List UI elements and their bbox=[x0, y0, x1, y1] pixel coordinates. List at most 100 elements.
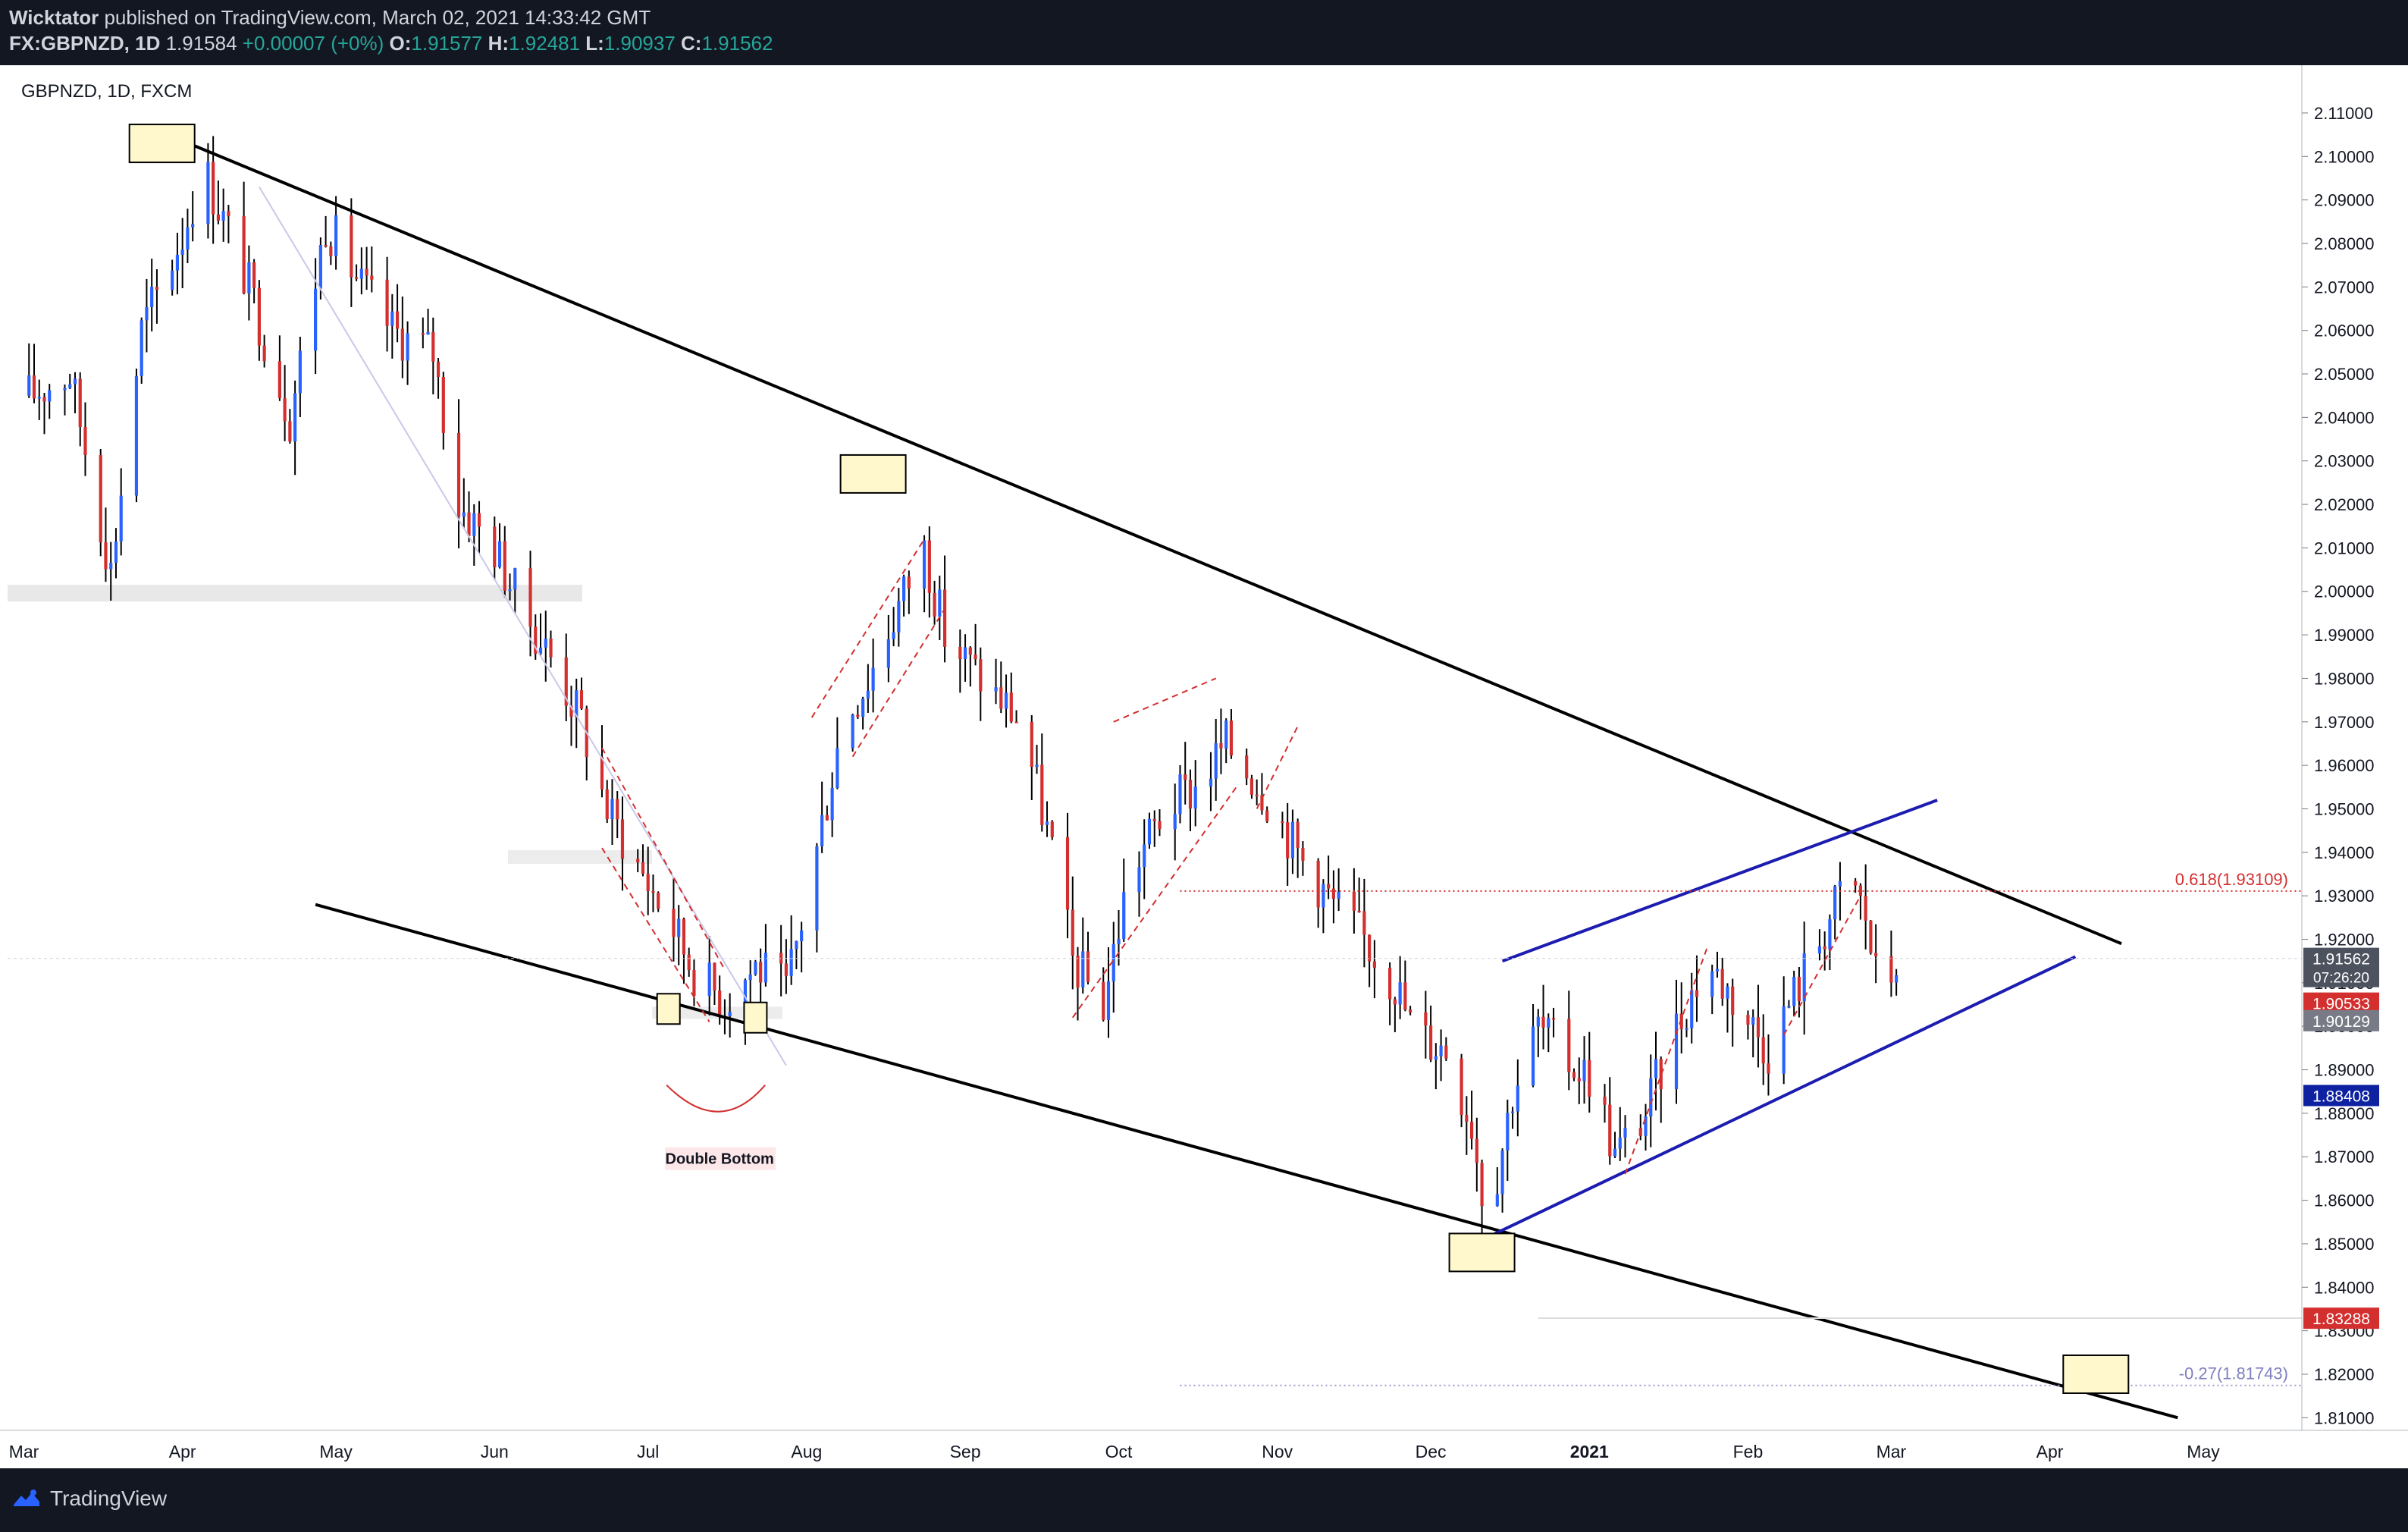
candle bbox=[1746, 1010, 1750, 1040]
candle-body bbox=[1398, 982, 1402, 1005]
time-tick-label: Apr bbox=[2036, 1442, 2064, 1461]
candle-body bbox=[186, 227, 190, 250]
candle bbox=[825, 805, 829, 821]
candle bbox=[1823, 931, 1826, 971]
candle bbox=[1828, 914, 1832, 971]
candle-body bbox=[968, 647, 972, 655]
candle-body bbox=[1577, 1078, 1581, 1082]
candle-body bbox=[83, 426, 87, 455]
candle-body bbox=[109, 563, 113, 570]
candle-body bbox=[800, 930, 804, 941]
candle-body bbox=[718, 990, 722, 1016]
candle-body bbox=[1588, 1060, 1591, 1097]
candle-body bbox=[538, 647, 543, 654]
candle-body bbox=[324, 245, 328, 247]
chart-area[interactable]: 0.618(1.93109) -0.27(1.81743) Double Botto… bbox=[0, 65, 2408, 1468]
candle bbox=[1102, 967, 1105, 1022]
candle bbox=[1439, 1029, 1443, 1082]
high-value: 1.92481 bbox=[509, 32, 581, 55]
candle bbox=[395, 284, 400, 343]
publish-info: Wicktator published on TradingView.com, … bbox=[9, 6, 651, 30]
candle bbox=[999, 661, 1003, 714]
price-badge-value: 1.90533 bbox=[2312, 996, 2370, 1013]
candle-body bbox=[1035, 764, 1039, 768]
candle bbox=[585, 705, 588, 781]
candle-body bbox=[171, 270, 174, 290]
price-chart[interactable]: 0.618(1.93109) -0.27(1.81743) Double Botto… bbox=[0, 65, 2408, 1468]
candle-body bbox=[549, 639, 553, 658]
candle bbox=[1434, 1043, 1438, 1090]
candle bbox=[1761, 1014, 1765, 1085]
candle-body bbox=[1337, 891, 1340, 899]
candle-body bbox=[1245, 755, 1249, 779]
candle-body bbox=[1547, 1018, 1550, 1028]
candle-body bbox=[421, 333, 425, 335]
tradingview-logo[interactable]: TradingView bbox=[11, 1486, 167, 1511]
candle bbox=[334, 196, 338, 270]
candle bbox=[171, 259, 174, 296]
candle-body bbox=[1296, 821, 1300, 849]
candle-body bbox=[1889, 956, 1893, 983]
candle bbox=[687, 947, 691, 977]
candle-body bbox=[1184, 774, 1187, 780]
candle bbox=[1076, 947, 1080, 1021]
candle bbox=[73, 372, 77, 413]
time-tick-label: Mar bbox=[9, 1442, 39, 1461]
publisher-name[interactable]: Wicktator bbox=[9, 6, 99, 29]
candle-body bbox=[600, 757, 604, 790]
candle bbox=[257, 280, 261, 361]
candle-body bbox=[1674, 1013, 1679, 1090]
candle bbox=[288, 409, 292, 444]
candle bbox=[1040, 733, 1044, 832]
candle-body bbox=[1654, 1059, 1658, 1078]
candle-body bbox=[1014, 721, 1018, 724]
candle-body bbox=[262, 345, 266, 362]
candle bbox=[641, 844, 645, 877]
candle-body bbox=[1040, 764, 1044, 825]
candle-body bbox=[1193, 786, 1197, 809]
price-tick-label: 1.85000 bbox=[2314, 1235, 2375, 1254]
candle bbox=[441, 372, 445, 450]
candle bbox=[820, 781, 824, 853]
candle-body bbox=[42, 397, 46, 402]
time-tick-label: Nov bbox=[1262, 1442, 1293, 1461]
candle-body bbox=[1209, 778, 1213, 787]
candle bbox=[1398, 956, 1402, 1019]
candle-body bbox=[1649, 1078, 1653, 1117]
candle-body bbox=[1403, 982, 1407, 1010]
candle-body bbox=[1112, 943, 1115, 981]
pattern-line bbox=[1256, 726, 1299, 809]
candle-body bbox=[32, 375, 36, 399]
fib-label: 0.618(1.93109) bbox=[2175, 870, 2288, 889]
symbol-name[interactable]: FX:GBPNZD, 1D bbox=[9, 32, 161, 55]
candle bbox=[293, 380, 297, 476]
candle-body bbox=[1137, 867, 1141, 893]
candle bbox=[104, 507, 108, 582]
time-tick-label: Jun bbox=[481, 1442, 509, 1461]
candle-body bbox=[257, 287, 261, 346]
candle bbox=[262, 334, 266, 368]
candle-body bbox=[1751, 1017, 1755, 1025]
candle bbox=[1510, 1107, 1515, 1129]
candle bbox=[979, 647, 983, 721]
low-value: 1.90937 bbox=[604, 32, 676, 55]
candle-body bbox=[1352, 891, 1356, 911]
candle bbox=[180, 218, 184, 288]
candle bbox=[784, 939, 788, 994]
price-change: +0.00007 (+0%) bbox=[242, 32, 384, 55]
candle-body bbox=[477, 513, 481, 527]
close-label: C: bbox=[681, 32, 702, 55]
candle bbox=[365, 246, 368, 290]
high-label: H: bbox=[488, 32, 510, 55]
candle-body bbox=[406, 333, 409, 361]
highlight-box bbox=[743, 1001, 768, 1034]
candle-body bbox=[1045, 821, 1049, 825]
candle bbox=[493, 516, 497, 580]
candle-body bbox=[1582, 1060, 1586, 1082]
candle-body bbox=[646, 874, 650, 891]
candle-body bbox=[1480, 1163, 1484, 1207]
candle bbox=[564, 633, 568, 721]
candle bbox=[1444, 1037, 1448, 1061]
candle-body bbox=[1301, 848, 1305, 861]
candle-body bbox=[1102, 981, 1105, 1020]
